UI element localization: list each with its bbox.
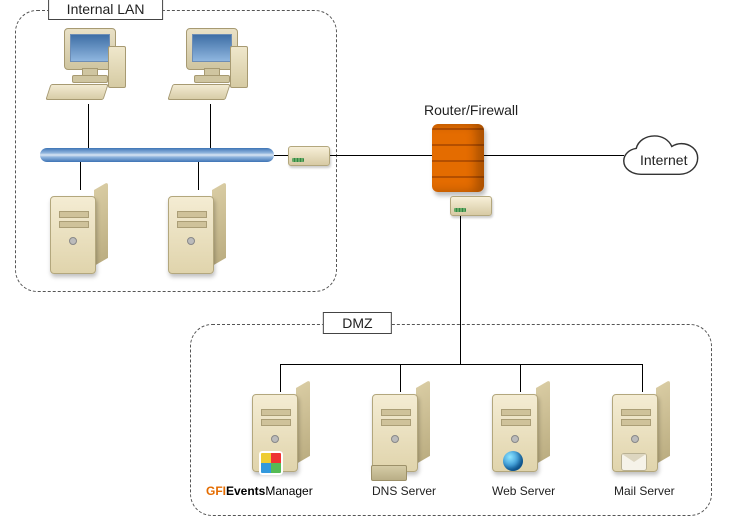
ethernet-bus	[40, 148, 274, 162]
firewall-icon	[432, 124, 484, 192]
label-dns: DNS Server	[372, 484, 436, 498]
label-web: Web Server	[492, 484, 555, 498]
edge-bus-modem	[274, 155, 288, 156]
edge-srv2-bus	[198, 162, 199, 190]
workstation-2	[170, 28, 256, 102]
edge-firewall-internet	[484, 155, 624, 156]
label-internet: Internet	[640, 152, 687, 168]
edge-firewall-dmz	[460, 216, 461, 364]
zone-label-lan: Internal LAN	[48, 0, 164, 20]
workstation-1	[48, 28, 134, 102]
edge-modem-firewall	[330, 155, 432, 156]
disk-badge-icon	[371, 465, 407, 481]
server-web	[492, 388, 552, 474]
dmz-bus	[280, 364, 642, 365]
zone-label-dmz: DMZ	[323, 312, 391, 334]
mail-badge-icon	[621, 453, 647, 471]
label-mail: Mail Server	[614, 484, 675, 498]
modem-firewall	[450, 196, 492, 216]
label-gfi-eventsmanager: GFIEventsManager	[206, 484, 313, 498]
server-lan-1	[50, 190, 110, 276]
brand-prefix: GFI	[206, 484, 226, 498]
brand-bold: Events	[226, 484, 265, 498]
brand-rest: Manager	[265, 484, 312, 498]
edge-pc2-bus	[210, 104, 211, 148]
label-router-firewall: Router/Firewall	[424, 102, 518, 118]
server-gfi	[252, 388, 312, 474]
modem-lan	[288, 146, 330, 166]
edge-pc1-bus	[88, 104, 89, 148]
windows-badge-icon	[259, 451, 283, 475]
server-dns	[372, 388, 432, 474]
edge-srv1-bus	[80, 162, 81, 190]
network-diagram: { "diagram": { "type": "network", "backg…	[0, 0, 736, 528]
server-mail	[612, 388, 672, 474]
server-lan-2	[168, 190, 228, 276]
globe-badge-icon	[503, 451, 523, 471]
